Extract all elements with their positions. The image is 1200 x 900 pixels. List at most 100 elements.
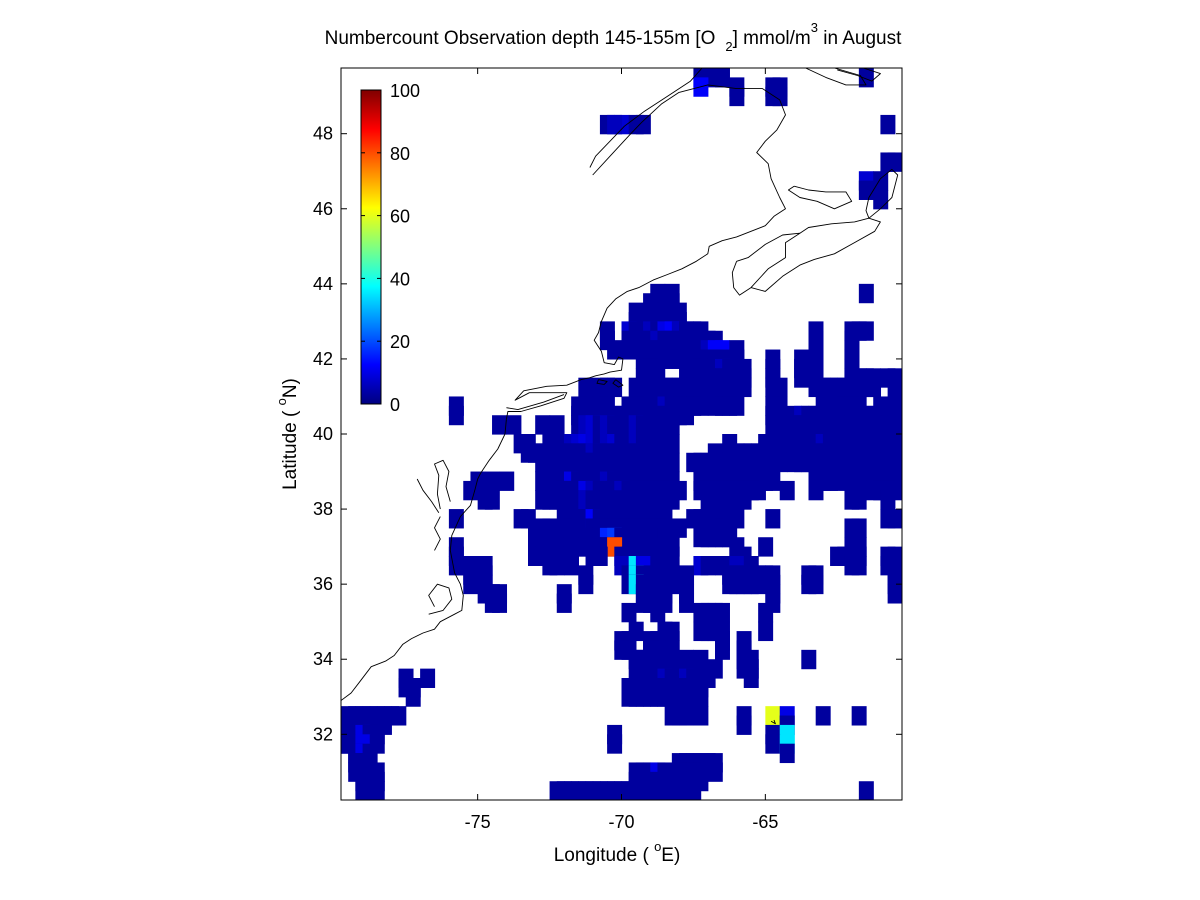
y-tick-label: 38 <box>313 499 333 519</box>
heatmap-cell <box>887 152 902 172</box>
title-subscript: 2 <box>725 39 732 54</box>
heatmap-cell <box>851 490 867 510</box>
colorbar-tick-label: 100 <box>390 81 420 101</box>
y-tick-label: 34 <box>313 649 333 669</box>
coastline <box>341 68 899 725</box>
x-axis-label: Longitude ( oE) <box>554 839 681 866</box>
heatmap-cell <box>463 574 479 595</box>
heatmap-cell <box>772 452 788 473</box>
heatmap-cell <box>866 377 882 398</box>
coastline-segment <box>770 719 776 725</box>
y-tick-label: 32 <box>313 724 333 744</box>
heatmap-cell <box>686 781 702 800</box>
colorbar-tick-label: 20 <box>390 332 410 352</box>
heatmap-cell <box>448 405 464 426</box>
heatmap-cell <box>405 687 421 707</box>
y-tick-label: 42 <box>313 349 333 369</box>
coastline-segment <box>341 84 786 701</box>
heatmap-cells <box>341 68 902 800</box>
coastline-segment <box>731 232 801 296</box>
y-axis-ticks: 32 34 36 38 40 42 44 46 48 <box>313 124 902 744</box>
heatmap-cell <box>880 114 896 135</box>
heatmap-cell <box>693 706 709 726</box>
heatmap-cell <box>887 415 902 435</box>
heatmap-cell <box>664 415 680 435</box>
y-tick-label: 48 <box>313 124 333 144</box>
heatmap-cell <box>650 602 666 623</box>
heatmap-cell <box>693 509 709 529</box>
y-tick-label: 46 <box>313 199 333 219</box>
heatmap-cell <box>729 509 745 529</box>
heatmap-cell <box>492 415 508 435</box>
colorbar-tick-label: 40 <box>390 269 410 289</box>
heatmap-cell <box>858 321 874 341</box>
x-axis-label-post: E) <box>661 845 680 866</box>
coastline-segment <box>787 185 853 210</box>
x-axis-ticks: -75 -70 -65 <box>465 68 778 832</box>
y-axis-label-pre: Latitude ( <box>280 405 301 490</box>
heatmap-cell <box>621 602 637 623</box>
heatmap-cell <box>750 480 766 501</box>
heatmap-cell <box>743 668 759 688</box>
heatmap-cell <box>815 706 831 726</box>
coastline-segment <box>434 516 441 551</box>
heatmap-cell <box>851 518 867 538</box>
heatmap-cell <box>484 490 500 510</box>
colorbar: 0 20 40 60 80 100 <box>360 81 420 415</box>
heatmap-cell <box>693 687 709 707</box>
heatmap-cell <box>801 649 817 670</box>
colorbar-tick-label: 80 <box>390 144 410 164</box>
heatmap-cell <box>765 86 781 107</box>
coastline-segment <box>416 478 440 514</box>
heatmap-cell <box>765 706 781 726</box>
coastline-segment <box>596 379 608 385</box>
heatmap-cell <box>679 405 695 426</box>
heatmap-cell <box>808 480 824 501</box>
heatmap-cell <box>858 68 874 88</box>
heatmap-cell <box>873 190 889 210</box>
y-axis-label: Latitude ( oN) <box>274 378 301 490</box>
coastline-segment <box>589 68 703 168</box>
chart-title: Numbercount Observation depth 145-155m [… <box>325 20 903 54</box>
heatmap-cell <box>664 490 680 510</box>
x-axis-label-degree: o <box>654 839 661 854</box>
heatmap-cell <box>563 556 579 576</box>
heatmap-cell <box>607 114 623 135</box>
y-tick-label: 36 <box>313 574 333 594</box>
heatmap-cell <box>808 574 824 595</box>
heatmap-cell <box>779 743 795 764</box>
x-tick-label: -65 <box>752 812 778 832</box>
coastline-segment <box>865 168 899 219</box>
title-mid: ] mmol/m <box>733 28 811 49</box>
heatmap-cell <box>664 452 680 473</box>
x-axis-label-pre: Longitude ( <box>554 845 654 866</box>
colorbar-ticks: 0 20 40 60 80 100 <box>361 81 420 415</box>
heatmap-cell <box>707 68 723 88</box>
y-axis-label-degree: o <box>274 398 289 405</box>
heatmap-cell <box>887 584 902 604</box>
heatmap-cell <box>549 556 565 576</box>
coastline-segment <box>434 459 451 510</box>
heatmap-cell <box>858 180 874 200</box>
coastline-segment <box>750 217 881 292</box>
heatmap-cell <box>880 490 896 510</box>
heatmap-cell <box>499 471 515 491</box>
heatmap-cell <box>858 452 874 473</box>
y-tick-label: 40 <box>313 424 333 444</box>
title-tail: in August <box>818 28 902 49</box>
heatmap-cell <box>887 509 902 529</box>
heatmap-cell <box>463 480 479 501</box>
heatmap-cell <box>887 452 902 473</box>
heatmap-cell <box>578 377 594 398</box>
heatmap-cell <box>707 762 723 782</box>
heatmap-cell <box>520 509 536 529</box>
heatmap-cell <box>693 396 709 416</box>
heatmap-cell <box>772 377 788 398</box>
heatmap-cell <box>535 415 551 435</box>
heatmap-cell <box>607 734 623 754</box>
heatmap-cell <box>556 593 572 613</box>
heatmap-cell <box>420 668 436 688</box>
heatmap-cell <box>391 706 407 726</box>
colorbar-gradient <box>361 90 381 404</box>
